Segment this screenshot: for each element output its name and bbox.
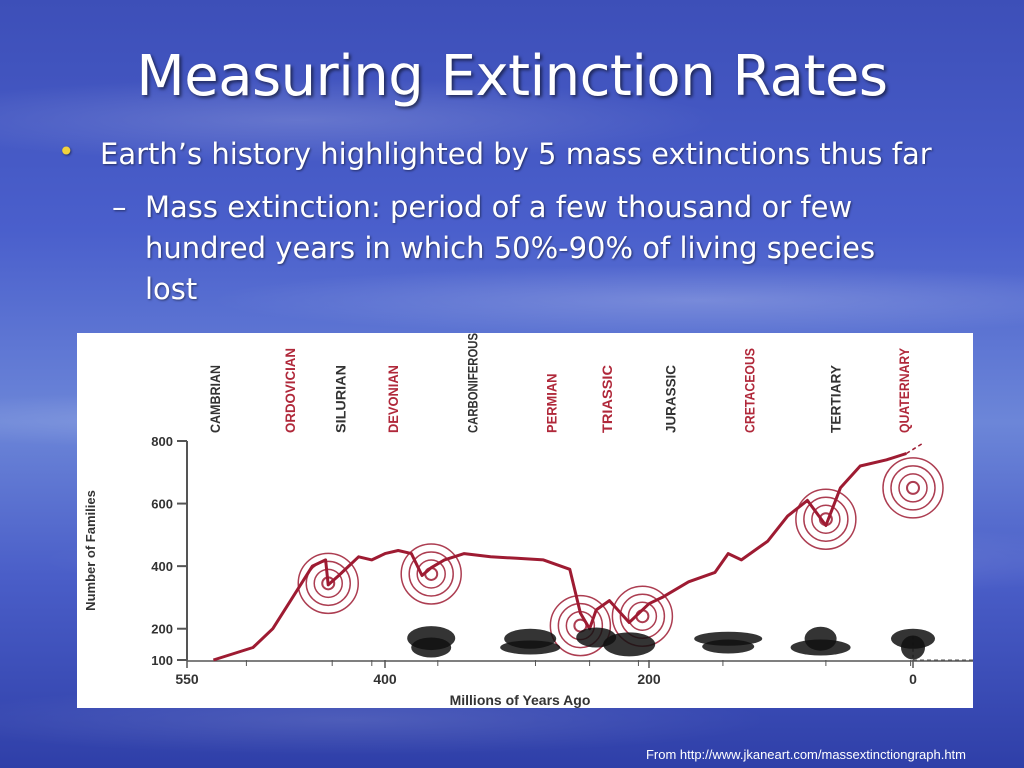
period-label: TERTIARY xyxy=(827,364,843,433)
y-tick-label: 800 xyxy=(151,434,173,449)
extinction-ring xyxy=(305,560,351,607)
bullet-dot-icon: • xyxy=(58,135,75,168)
sub-bullet-text: Mass extinction: period of a few thousan… xyxy=(145,190,876,306)
diversity-line xyxy=(212,452,907,662)
extinction-chart: 100 200 400 600 800 550 400 200 0 Millions of Yea… xyxy=(77,333,973,708)
y-axis-label: Number of Families xyxy=(83,490,98,611)
reptile-icon xyxy=(603,632,656,657)
x-tick-label: 0 xyxy=(909,671,917,687)
x-tick-label: 550 xyxy=(175,671,199,687)
extinction-ring xyxy=(906,480,920,495)
extinction-ring xyxy=(549,594,612,657)
extinction-ring xyxy=(882,457,944,519)
nautiloid-icon xyxy=(411,637,452,658)
x-axis-label: Millions of Years Ago xyxy=(450,692,591,708)
extinction-ring xyxy=(627,601,658,631)
y-tick-label: 100 xyxy=(151,653,173,668)
extinction-ring xyxy=(811,504,841,534)
period-label: CARBONIFEROUS xyxy=(464,333,480,433)
period-label: SILURIAN xyxy=(332,365,348,433)
projection-line xyxy=(906,442,923,455)
period-label: ORDOVICIAN xyxy=(282,348,298,433)
x-tick-label: 200 xyxy=(637,671,661,687)
extinction-ring xyxy=(400,543,462,605)
y-tick-label: 600 xyxy=(151,497,173,512)
period-label: TRIASSIC xyxy=(599,365,615,433)
period-label: CAMBRIAN xyxy=(207,365,223,433)
extinction-ring xyxy=(795,488,857,550)
ammonite-icon xyxy=(804,626,837,651)
period-label: JURASSIC xyxy=(662,365,678,433)
mammal-icon xyxy=(891,628,935,649)
snake-icon xyxy=(702,639,755,654)
source-credit: From http://www.jkaneart.com/massextinct… xyxy=(645,747,966,762)
extinction-ring xyxy=(557,602,604,649)
y-tick-label: 200 xyxy=(151,622,173,637)
x-tick-label: 400 xyxy=(373,671,397,687)
period-label: DEVONIAN xyxy=(385,365,401,433)
period-label: QUATERNARY xyxy=(896,347,912,433)
extinction-ring xyxy=(408,551,454,597)
chart-svg: 100 200 400 600 800 550 400 200 0 Millions of Yea… xyxy=(83,333,973,708)
y-tick-label: 400 xyxy=(151,559,173,574)
fish-icon xyxy=(500,640,561,655)
extinction-ring xyxy=(890,465,936,511)
period-label: CRETACEOUS xyxy=(742,348,758,433)
extinction-ring xyxy=(297,552,359,615)
extinction-ring xyxy=(313,568,343,599)
sub-bullet-marker: – xyxy=(112,190,127,224)
extinction-ring xyxy=(803,496,849,542)
slide-title: Measuring Extinction Rates xyxy=(136,44,888,109)
extinction-ring xyxy=(416,559,446,589)
bullet-text: Earth’s history highlighted by 5 mass ex… xyxy=(100,137,932,171)
extinction-ring xyxy=(898,473,928,503)
period-label: PERMIAN xyxy=(544,374,560,433)
